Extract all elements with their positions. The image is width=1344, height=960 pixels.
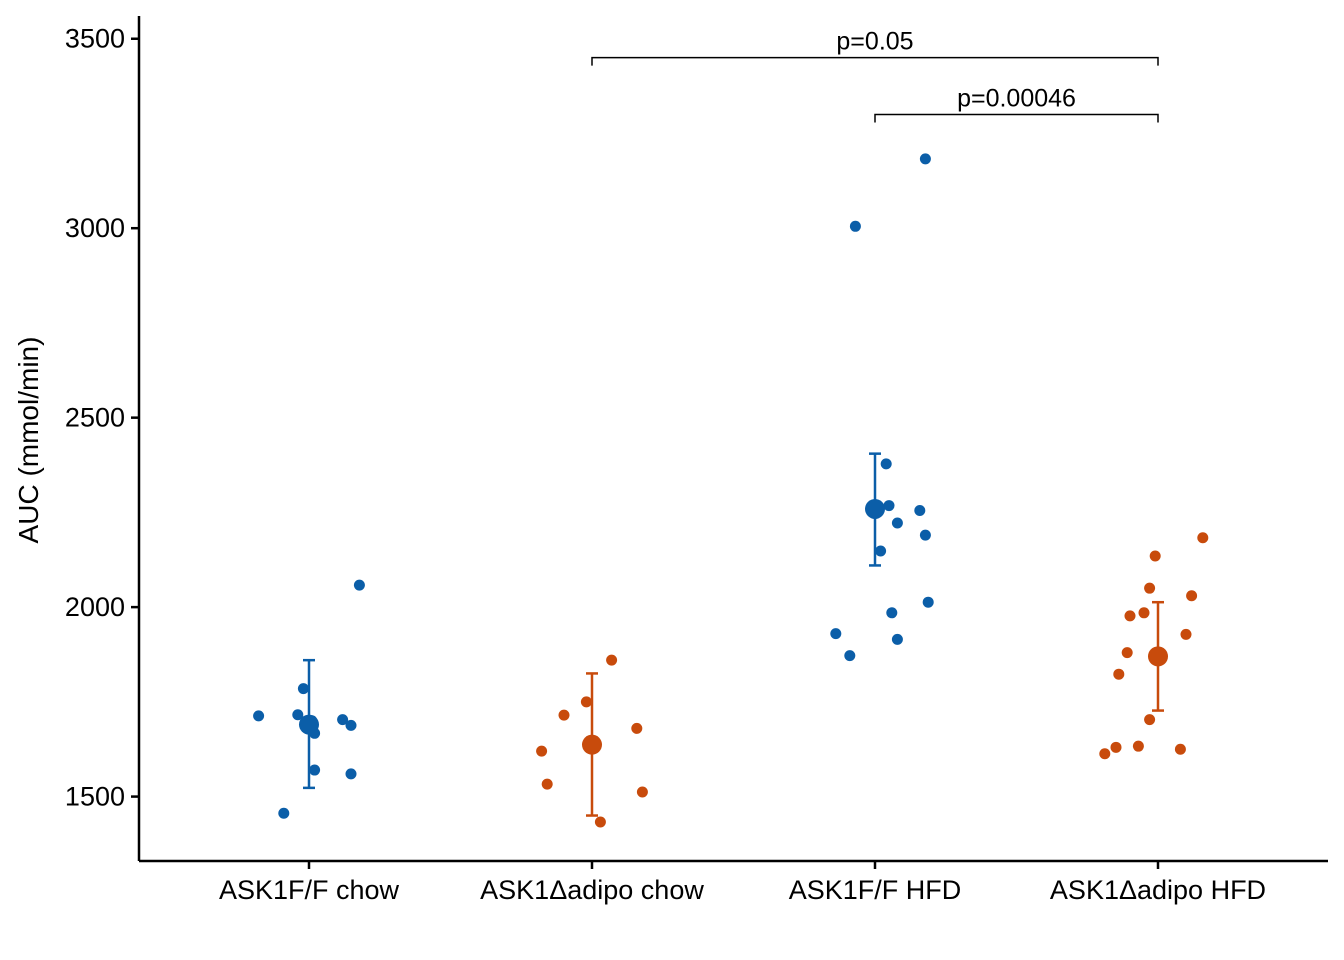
data-point bbox=[830, 628, 842, 640]
y-axis-ticks: 1500 2000 2500 3000 3500 bbox=[65, 24, 139, 812]
data-point bbox=[891, 517, 903, 529]
data-point bbox=[914, 504, 926, 516]
comparison-bracket bbox=[591, 56, 1159, 66]
data-point bbox=[1099, 748, 1111, 760]
data-point bbox=[919, 153, 931, 165]
data-point bbox=[278, 807, 290, 819]
data-point bbox=[1132, 740, 1144, 752]
mean-point bbox=[582, 734, 602, 755]
data-point bbox=[1149, 550, 1161, 562]
p-value-label: p=0.00046 bbox=[957, 85, 1076, 113]
data-point bbox=[1144, 714, 1156, 726]
data-point bbox=[922, 596, 934, 608]
y-tick-label: 3500 bbox=[65, 24, 125, 54]
data-point bbox=[536, 745, 548, 757]
data-point bbox=[606, 654, 618, 666]
group-4 bbox=[1099, 532, 1209, 760]
x-tick-label: ASK1F/F HFD bbox=[789, 875, 962, 905]
p-value-label: p=0.05 bbox=[836, 28, 913, 56]
data-point bbox=[580, 696, 592, 708]
data-point bbox=[1138, 607, 1150, 619]
mean-point bbox=[865, 498, 885, 519]
data-point bbox=[1113, 668, 1125, 680]
data-point bbox=[1174, 743, 1186, 755]
data-point bbox=[1186, 590, 1198, 602]
data-point bbox=[558, 709, 570, 721]
y-tick-label: 2000 bbox=[65, 592, 125, 622]
mean-point bbox=[299, 714, 319, 735]
x-tick-label: ASK1Δadipo chow bbox=[480, 875, 704, 905]
data-point bbox=[891, 633, 903, 645]
x-axis-ticks: ASK1F/F chow ASK1Δadipo chow ASK1F/F HFD AS… bbox=[219, 861, 1266, 905]
data-point bbox=[1144, 582, 1156, 594]
data-point bbox=[253, 710, 265, 722]
data-point bbox=[636, 786, 648, 798]
data-point bbox=[345, 719, 357, 731]
data-point bbox=[292, 709, 304, 721]
data-point bbox=[1197, 532, 1209, 544]
y-axis-title: AUC (mmol/min) bbox=[13, 337, 44, 544]
data-point bbox=[1180, 628, 1192, 640]
comparison-bracket bbox=[874, 113, 1159, 123]
comparison-annotations: p=0.05 p=0.00046 bbox=[591, 28, 1159, 123]
data-point bbox=[883, 500, 895, 512]
data-point bbox=[345, 768, 357, 780]
data-point bbox=[849, 220, 861, 232]
group-2 bbox=[536, 654, 648, 828]
y-tick-label: 2500 bbox=[65, 403, 125, 433]
data-point bbox=[875, 545, 887, 557]
data-point bbox=[1124, 610, 1136, 622]
data-point bbox=[886, 607, 898, 619]
data-point bbox=[337, 714, 349, 726]
group-1 bbox=[253, 579, 365, 819]
data-point bbox=[297, 683, 309, 695]
data-point bbox=[1110, 741, 1122, 753]
x-tick-label: ASK1F/F chow bbox=[219, 875, 400, 905]
data-point bbox=[594, 816, 606, 828]
data-point bbox=[353, 579, 365, 591]
data-point bbox=[309, 764, 321, 776]
data-point bbox=[1121, 647, 1133, 659]
group-3 bbox=[830, 153, 934, 662]
data-point bbox=[919, 529, 931, 541]
mean-point bbox=[1148, 646, 1168, 667]
data-point bbox=[541, 778, 553, 790]
data-point bbox=[844, 650, 856, 662]
y-tick-label: 3000 bbox=[65, 213, 125, 243]
plot-area bbox=[253, 153, 1209, 828]
data-point bbox=[631, 722, 643, 734]
x-tick-label: ASK1Δadipo HFD bbox=[1050, 875, 1266, 905]
data-point bbox=[880, 458, 892, 470]
y-tick-label: 1500 bbox=[65, 782, 125, 812]
